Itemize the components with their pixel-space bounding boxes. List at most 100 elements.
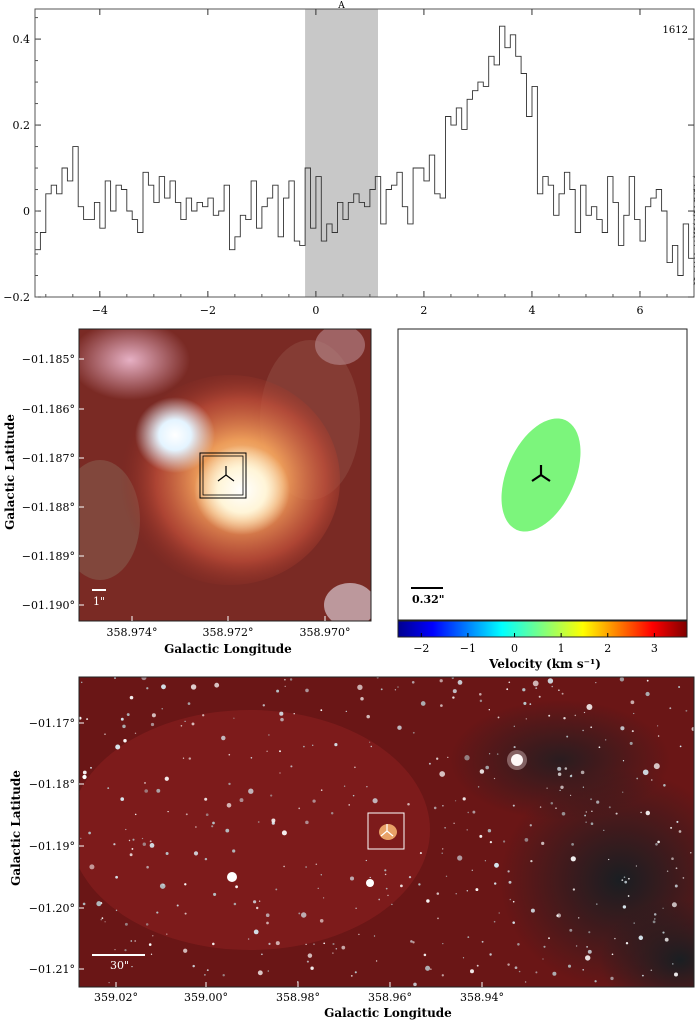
star [280,717,284,722]
star [372,798,378,804]
star [570,774,573,776]
zoom-image [79,329,371,621]
star [420,701,426,706]
spectrum-x-tick-label: −2 [200,304,216,317]
star [86,718,89,721]
star [548,937,550,940]
star [222,974,225,977]
star [276,689,280,693]
star [436,892,440,895]
star [228,782,231,786]
star [442,848,444,850]
star [412,941,415,944]
star [529,824,532,827]
star [182,757,185,759]
star [317,887,319,889]
star [293,713,295,715]
star [114,677,116,679]
zoom-x-tick-label: 358.974° [107,626,158,639]
star [570,856,576,862]
star [532,680,539,687]
star [627,895,630,897]
star [485,765,490,770]
star [144,781,146,784]
star [366,714,370,719]
star [400,884,403,888]
star [250,757,253,759]
star [625,941,629,945]
star [176,904,179,907]
star [439,679,443,683]
star [615,812,618,815]
star [587,949,592,954]
star [512,804,515,807]
wide-scale-label: 30" [110,959,129,972]
star [96,901,102,907]
colorbar-tick-label: 2 [604,642,611,655]
star [129,695,134,700]
star [530,908,535,913]
star [258,900,261,902]
star [543,945,546,948]
star [134,732,137,734]
star [312,799,316,803]
star [575,945,578,947]
star [313,943,315,945]
star [629,741,633,745]
star [584,814,587,817]
star [162,883,165,886]
star [108,981,110,984]
star [113,843,116,846]
colorbar-ticks: −2 −1 0 1 2 3 [413,633,658,655]
star [452,696,455,699]
star [354,971,357,974]
wide-y-tick-label: −01.19° [29,840,75,853]
star [542,958,544,960]
star [517,943,520,946]
star [512,900,515,903]
star [591,810,593,812]
star [142,842,146,846]
star [306,960,309,963]
star [678,685,681,689]
star [130,940,133,942]
star [583,711,586,714]
star [493,777,496,780]
star [571,843,574,846]
star [205,813,209,817]
star [586,704,593,710]
star [141,677,147,681]
zoom-y-tick-label: −01.188° [22,501,75,514]
star [115,909,118,912]
star [165,852,169,855]
velocity-scale-label: 0.32" [412,593,445,606]
star [622,791,624,793]
star [518,970,521,973]
star [679,745,682,748]
star [608,858,610,861]
star [653,913,657,916]
star [535,971,538,974]
star [391,903,393,906]
star [310,966,314,970]
star [433,806,437,810]
star [654,918,656,920]
star [345,710,347,713]
star [457,680,463,685]
spectrum-y-tick-label: 0 [23,205,30,218]
star [394,689,397,691]
star [674,972,678,977]
wide-x-tick-label: 359.02° [94,991,138,1004]
star [455,893,457,895]
star [506,688,509,691]
star [334,743,338,747]
star [642,769,649,776]
star [548,714,551,717]
star [156,788,161,793]
star [150,953,153,955]
star [320,789,323,791]
star [442,804,444,807]
star [621,879,624,881]
star [596,800,600,804]
star [247,938,250,940]
